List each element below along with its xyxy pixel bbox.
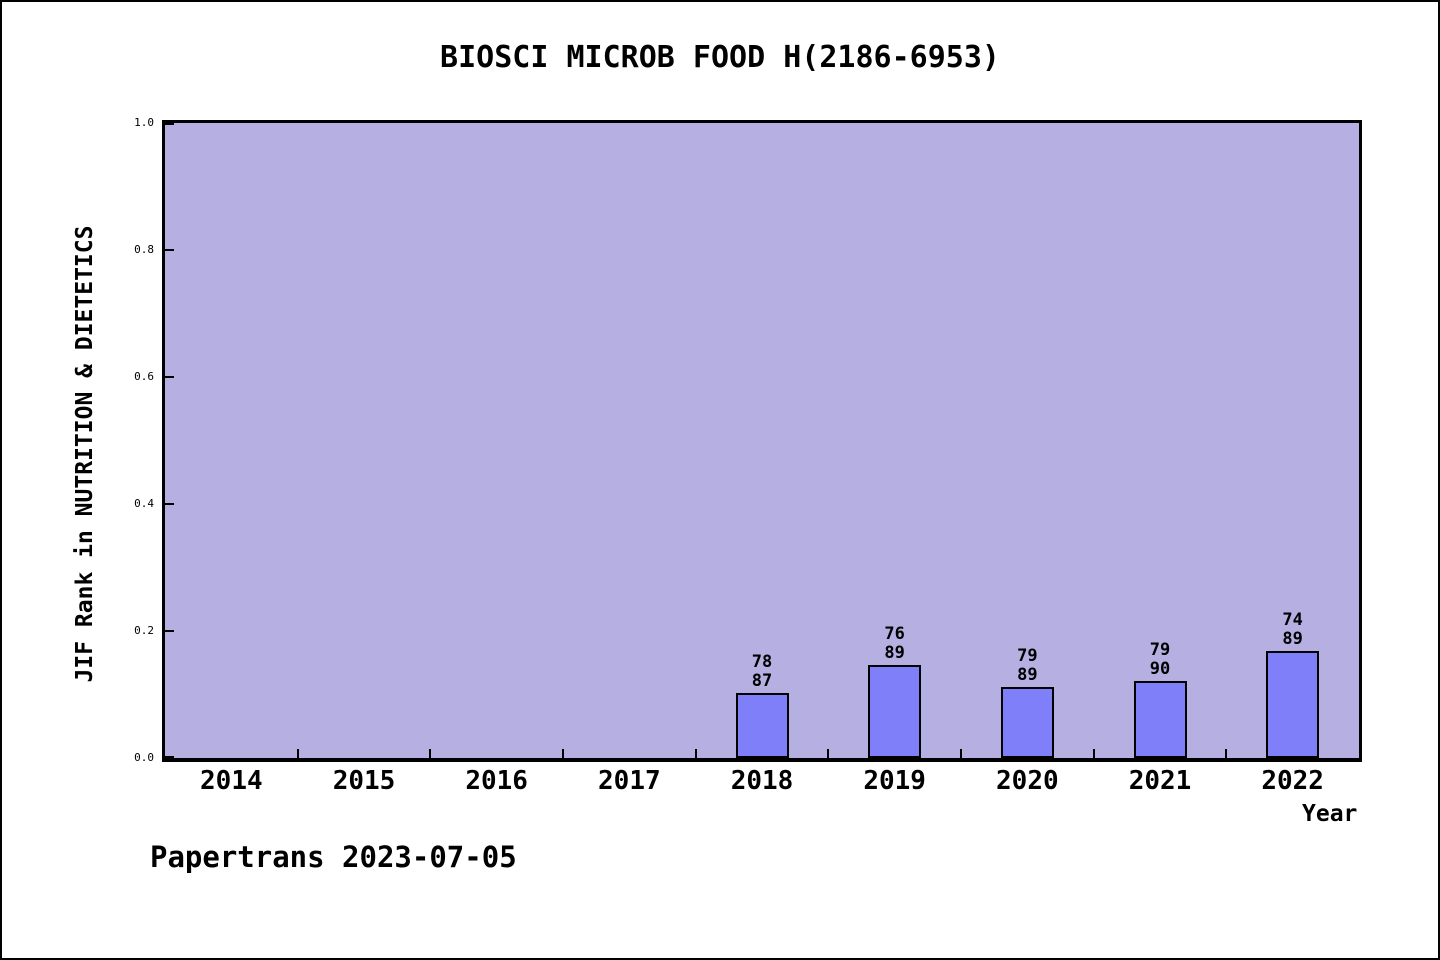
- x-tick-mark: [960, 749, 962, 758]
- x-axis-label: Year: [1302, 801, 1358, 827]
- x-tick-label: 2021: [1128, 766, 1192, 796]
- bar: [1133, 680, 1187, 758]
- bar-value-label: 76 89: [884, 625, 904, 663]
- bar-value-label: 78 87: [751, 651, 773, 691]
- x-tick-label: 2020: [996, 766, 1059, 796]
- y-axis-label: JIF Rank in NUTRITION & DIETETICS: [72, 225, 98, 683]
- y-tick-label: 0.0: [134, 751, 154, 764]
- x-tick-label: 2022: [1261, 766, 1324, 796]
- bar: [1266, 650, 1320, 758]
- y-tick-mark: [165, 249, 174, 251]
- chart-title: BIOSCI MICROB FOOD H(2186-6953): [440, 40, 1000, 75]
- x-tick-label: 2017: [598, 766, 661, 796]
- y-tick-mark: [165, 376, 174, 378]
- x-tick-mark: [562, 749, 564, 758]
- y-tick-mark: [165, 630, 174, 632]
- y-tick-label: 0.2: [134, 624, 154, 637]
- x-tick-mark: [1225, 749, 1228, 758]
- x-tick-mark: [296, 749, 299, 758]
- bar-value-rank: 74: [1282, 609, 1303, 630]
- bar-value-label: 79 89: [1017, 645, 1038, 685]
- x-tick-mark: [1092, 749, 1095, 758]
- bar-value-rank: 78: [751, 651, 773, 672]
- x-tick-label: 2016: [465, 766, 528, 796]
- bar: [868, 665, 922, 758]
- x-tick-mark: [429, 749, 432, 758]
- bar: [1000, 686, 1054, 758]
- bar-value-rank: 79: [1017, 645, 1038, 666]
- y-tick-mark: [165, 123, 174, 125]
- x-tick-mark: [827, 749, 830, 758]
- y-tick-label: 1.0: [134, 116, 154, 129]
- x-tick-label: 2014: [200, 766, 263, 796]
- y-tick-label: 0.8: [134, 243, 154, 256]
- bar-value-rank: 76: [884, 624, 905, 645]
- bar-value-total: 89: [1282, 628, 1303, 649]
- x-tick-label: 2018: [730, 766, 794, 796]
- plot-area: 78 87 76 89 79 89 79 90 74 89: [162, 120, 1362, 762]
- bar-value-label: 79 90: [1149, 639, 1171, 679]
- bar-value-label: 74 89: [1282, 609, 1303, 649]
- bar-value-total: 89: [1017, 664, 1038, 685]
- y-tick-label: 0.4: [134, 497, 154, 510]
- footer-text: Papertrans 2023-07-05: [150, 840, 517, 874]
- bar-value-total: 90: [1149, 658, 1171, 679]
- x-tick-mark: [694, 749, 697, 758]
- bar-value-rank: 79: [1149, 639, 1171, 660]
- bar: [735, 692, 789, 758]
- y-tick-mark: [165, 756, 174, 758]
- bar-value-total: 87: [751, 670, 773, 691]
- x-tick-label: 2019: [863, 766, 926, 796]
- y-tick-label: 0.6: [134, 370, 154, 383]
- y-tick-mark: [165, 503, 174, 505]
- x-tick-label: 2015: [332, 766, 396, 796]
- bar-value-total: 89: [884, 643, 905, 664]
